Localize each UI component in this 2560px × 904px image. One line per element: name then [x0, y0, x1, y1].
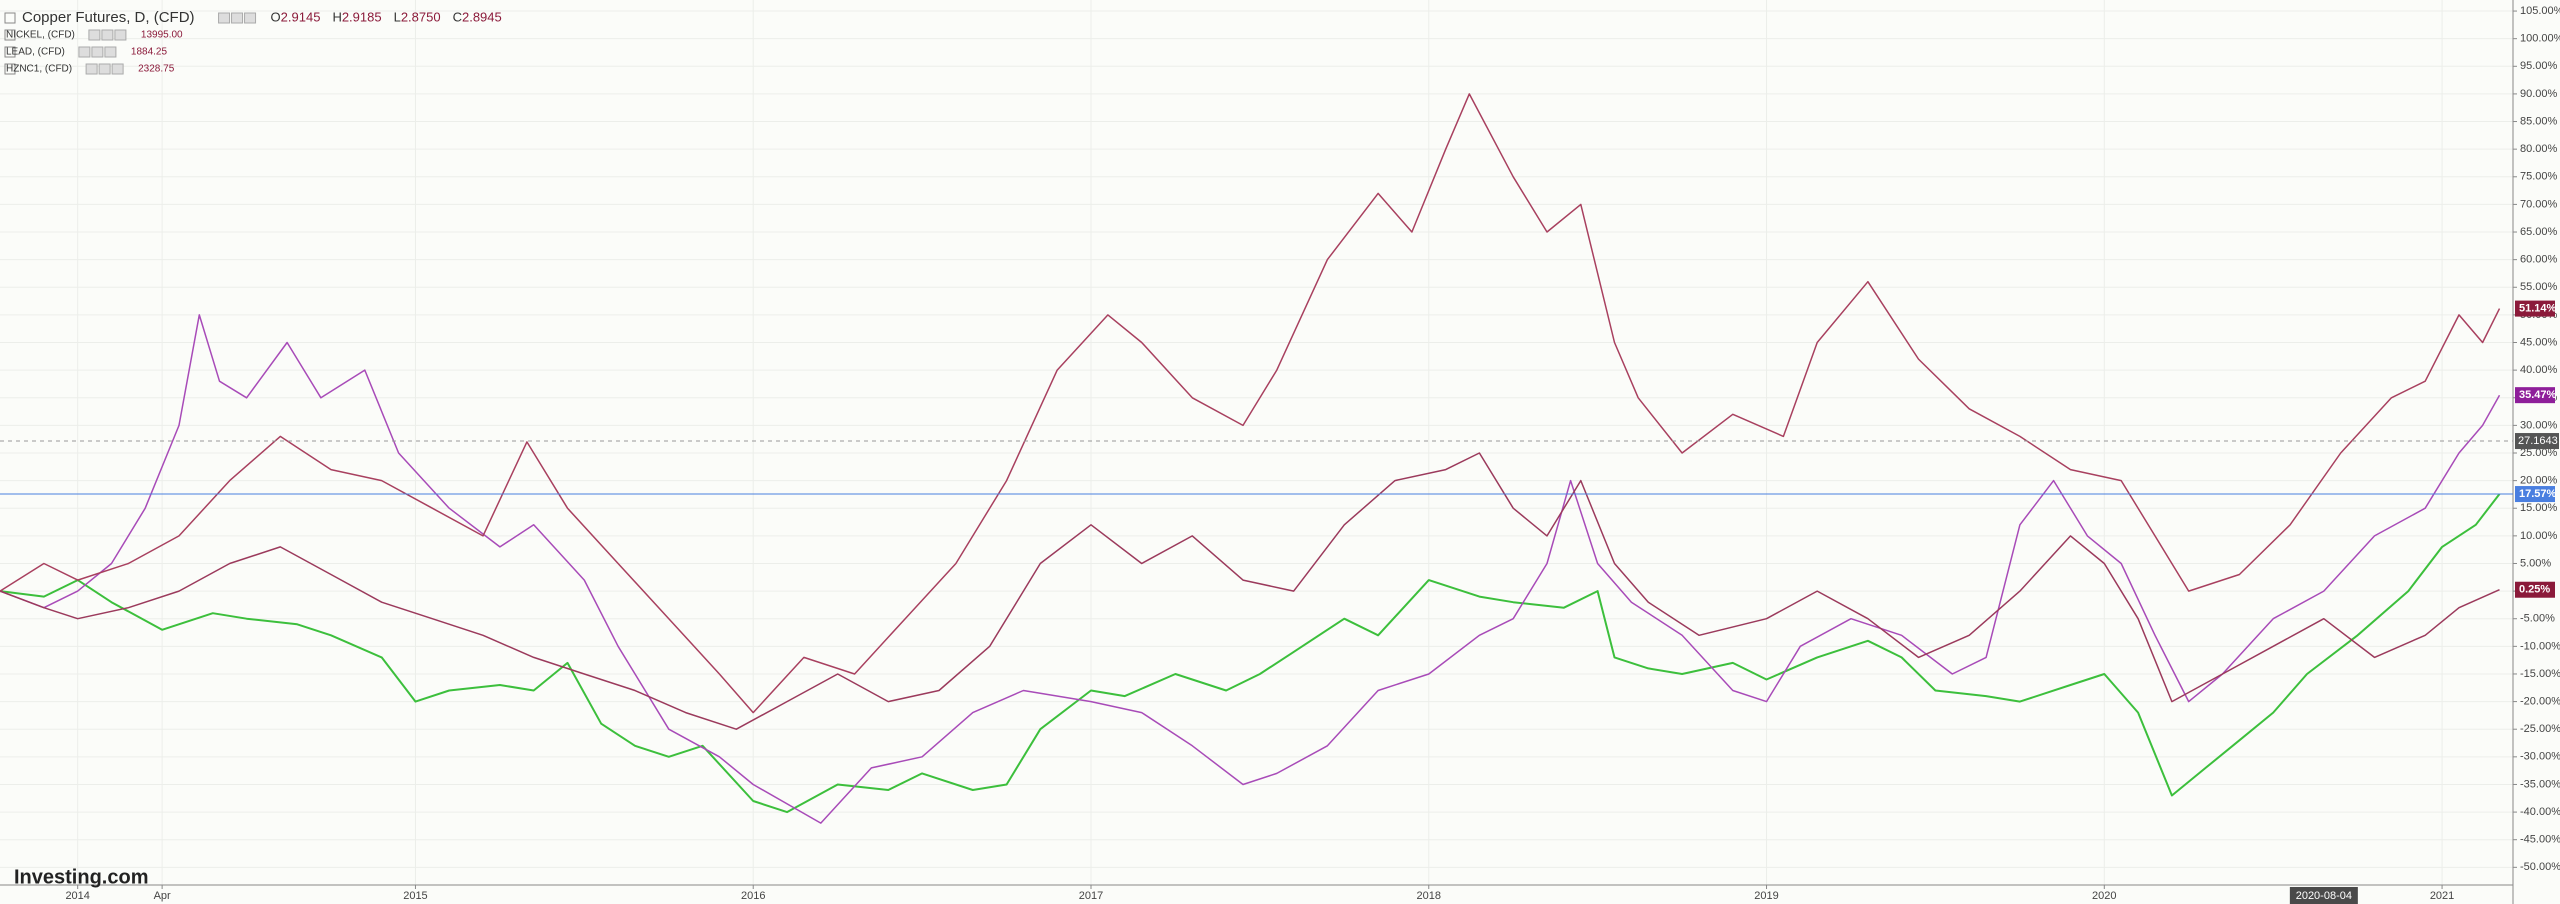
- legend-price: 2328.75: [138, 64, 175, 75]
- x-tick-label: 2018: [1417, 890, 1441, 902]
- y-tick-label: -20.00%: [2520, 695, 2560, 707]
- series-line: [0, 93, 2501, 714]
- legend-toggle[interactable]: [4, 46, 16, 58]
- legend-button[interactable]: [104, 46, 117, 58]
- y-tick-label: 60.00%: [2520, 254, 2558, 266]
- y-tick-label: 100.00%: [2520, 33, 2560, 45]
- legend-button[interactable]: [114, 29, 127, 41]
- series-line: [0, 314, 2501, 824]
- x-tick-label: 2019: [1754, 890, 1778, 902]
- overlay: 27.1643 2020-08-04 17.57% 35.47% 0.25% 51.14%…: [0, 9, 2559, 904]
- y-tick-label: -30.00%: [2520, 751, 2560, 763]
- ohlc-key: L: [394, 9, 401, 24]
- x-tick-label: 2017: [1079, 890, 1103, 902]
- y-tick-label: 80.00%: [2520, 143, 2558, 155]
- legend-name: Copper Futures, D, (CFD): [22, 9, 195, 26]
- y-tick-label: 45.00%: [2520, 336, 2558, 348]
- legend-toggle[interactable]: [4, 63, 16, 75]
- legend-button[interactable]: [88, 29, 101, 41]
- plot-area: [0, 93, 2501, 824]
- x-tick-label: 2015: [403, 890, 427, 902]
- legend-entry: HZNC1, (CFD) 2328.75: [4, 63, 175, 75]
- y-tick-label: -45.00%: [2520, 834, 2560, 846]
- y-tick-label: -50.00%: [2520, 861, 2560, 873]
- watermark: Investing.com: [14, 866, 148, 888]
- crosshair-x-label: 2020-08-04: [2296, 890, 2352, 902]
- end-label: 17.57%: [2519, 488, 2557, 500]
- y-tick-label: 85.00%: [2520, 115, 2558, 127]
- y-tick-label: 65.00%: [2520, 226, 2558, 238]
- legend-button[interactable]: [111, 63, 124, 75]
- crosshair-x-box: [2289, 887, 2358, 904]
- y-tick-label: 70.00%: [2520, 198, 2558, 210]
- end-label: 51.14%: [2519, 302, 2557, 314]
- end-label-box: [2515, 486, 2555, 503]
- legend-entry: Copper Futures, D, (CFD) O 2.9145 H 2.9185 L 2…: [4, 9, 502, 26]
- series-line: [0, 493, 2501, 814]
- legend-toggle[interactable]: [4, 12, 16, 24]
- x-tick-label: 2021: [2430, 890, 2454, 902]
- legend-toggle[interactable]: [4, 29, 16, 41]
- legend-button[interactable]: [98, 63, 111, 75]
- legend-name: NICKEL, (CFD): [6, 30, 75, 41]
- y-tick-label: -15.00%: [2520, 668, 2560, 680]
- legend-price: 13995.00: [141, 30, 183, 41]
- ohlc-value: 2.8945: [462, 9, 502, 24]
- end-label-box: [2515, 300, 2555, 317]
- y-tick-label: -35.00%: [2520, 778, 2560, 790]
- legend-name: LEAD, (CFD): [6, 47, 65, 58]
- y-tick-label: 40.00%: [2520, 364, 2558, 376]
- x-tick-label: 2020: [2092, 890, 2116, 902]
- legend-button[interactable]: [218, 12, 231, 24]
- end-label: 35.47%: [2519, 389, 2557, 401]
- x-tick-label: 2016: [741, 890, 765, 902]
- legend-button[interactable]: [231, 12, 244, 24]
- end-label-box: [2515, 387, 2555, 404]
- y-tick-label: -5.00%: [2520, 613, 2555, 625]
- legend-button[interactable]: [91, 46, 104, 58]
- y-tick-label: 10.00%: [2520, 530, 2558, 542]
- ohlc-key: C: [453, 9, 462, 24]
- ohlc-value: 2.9185: [342, 9, 382, 24]
- y-tick-label: 25.00%: [2520, 447, 2558, 459]
- ohlc-key: O: [271, 9, 281, 24]
- y-tick-label: -40.00%: [2520, 806, 2560, 818]
- legend-entry: NICKEL, (CFD) 13995.00: [4, 29, 183, 41]
- x-tick-label: 2014: [65, 890, 89, 902]
- y-tick-label: 20.00%: [2520, 475, 2558, 487]
- y-tick-label: 90.00%: [2520, 88, 2558, 100]
- legend-button[interactable]: [244, 12, 257, 24]
- legend-button[interactable]: [101, 29, 114, 41]
- legend-name: HZNC1, (CFD): [6, 64, 72, 75]
- legend-price: 1884.25: [131, 47, 168, 58]
- legend-button[interactable]: [78, 46, 91, 58]
- series-line: [0, 452, 2500, 730]
- y-tick-label: 105.00%: [2520, 5, 2560, 17]
- ohlc-value: 2.9145: [281, 9, 321, 24]
- y-tick-label: -25.00%: [2520, 723, 2560, 735]
- y-tick-label: 30.00%: [2520, 419, 2558, 431]
- end-label: 0.25%: [2519, 584, 2550, 596]
- y-tick-label: 75.00%: [2520, 171, 2558, 183]
- y-tick-label: 5.00%: [2520, 557, 2551, 569]
- end-label-box: [2515, 581, 2555, 598]
- legend-button[interactable]: [85, 63, 98, 75]
- crosshair-y-label: 27.1643: [2518, 435, 2558, 447]
- y-tick-label: -10.00%: [2520, 640, 2560, 652]
- y-tick-label: 15.00%: [2520, 502, 2558, 514]
- y-tick-label: 95.00%: [2520, 60, 2558, 72]
- ohlc-key: H: [332, 9, 341, 24]
- ohlc-value: 2.8750: [401, 9, 441, 24]
- y-tick-label: 55.00%: [2520, 281, 2558, 293]
- crosshair-y-box: [2515, 433, 2559, 450]
- legend-entry: LEAD, (CFD) 1884.25: [4, 46, 168, 58]
- x-tick-label: Apr: [154, 890, 171, 902]
